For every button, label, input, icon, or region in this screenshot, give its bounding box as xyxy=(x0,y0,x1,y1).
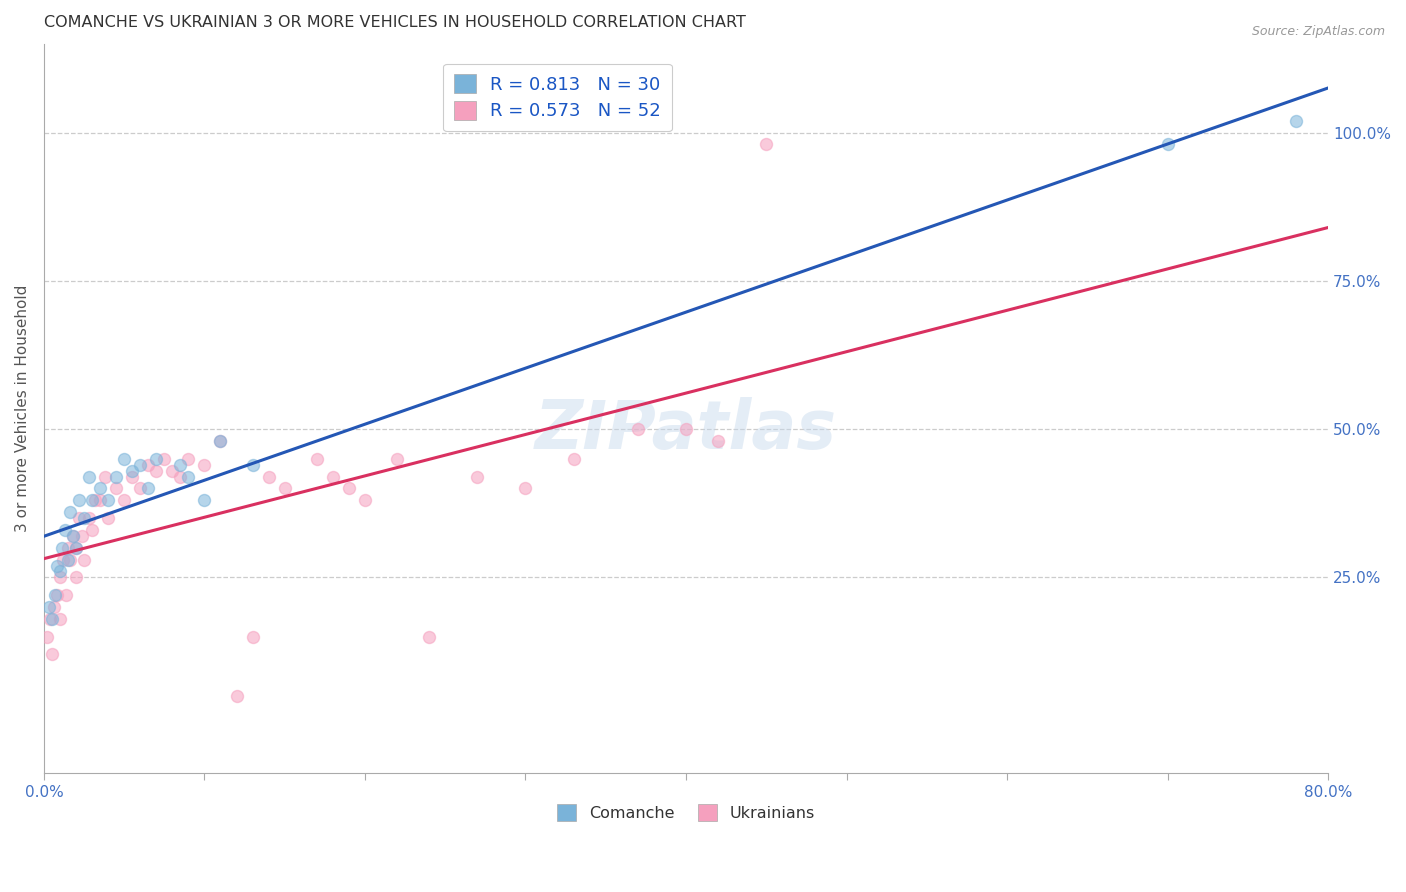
Text: Source: ZipAtlas.com: Source: ZipAtlas.com xyxy=(1251,25,1385,38)
Point xyxy=(97,511,120,525)
Point xyxy=(55,588,77,602)
Point xyxy=(45,588,67,602)
Point xyxy=(65,541,87,555)
Point xyxy=(242,630,264,644)
Point xyxy=(105,469,128,483)
Point xyxy=(354,493,377,508)
Point xyxy=(62,529,84,543)
Point xyxy=(305,451,328,466)
Point xyxy=(1156,137,1178,152)
Point xyxy=(62,529,84,543)
Point xyxy=(209,434,232,448)
Point xyxy=(755,137,778,152)
Point xyxy=(418,630,440,644)
Point xyxy=(41,648,63,662)
Point xyxy=(84,493,107,508)
Point xyxy=(145,464,167,478)
Point xyxy=(627,422,650,436)
Point xyxy=(58,505,80,519)
Point xyxy=(337,482,360,496)
Point xyxy=(129,458,152,472)
Point xyxy=(73,511,96,525)
Point xyxy=(169,469,191,483)
Point xyxy=(49,570,72,584)
Point xyxy=(1285,113,1308,128)
Text: COMANCHE VS UKRAINIAN 3 OR MORE VEHICLES IN HOUSEHOLD CORRELATION CHART: COMANCHE VS UKRAINIAN 3 OR MORE VEHICLES… xyxy=(44,15,745,30)
Point xyxy=(385,451,408,466)
Point xyxy=(67,493,90,508)
Point xyxy=(77,511,100,525)
Point xyxy=(97,493,120,508)
Point xyxy=(67,511,90,525)
Point xyxy=(515,482,537,496)
Point xyxy=(193,493,215,508)
Point xyxy=(145,451,167,466)
Point xyxy=(94,469,117,483)
Point xyxy=(193,458,215,472)
Legend: Comanche, Ukrainians: Comanche, Ukrainians xyxy=(550,797,821,827)
Point xyxy=(51,541,73,555)
Point xyxy=(177,469,200,483)
Point xyxy=(112,493,135,508)
Point xyxy=(136,482,159,496)
Text: ZIPatlas: ZIPatlas xyxy=(536,397,837,463)
Point xyxy=(169,458,191,472)
Point xyxy=(707,434,730,448)
Point xyxy=(53,523,76,537)
Point xyxy=(49,612,72,626)
Point xyxy=(35,630,58,644)
Point xyxy=(129,482,152,496)
Point xyxy=(242,458,264,472)
Point xyxy=(153,451,176,466)
Point xyxy=(225,689,247,703)
Point xyxy=(41,612,63,626)
Point xyxy=(80,523,103,537)
Point xyxy=(177,451,200,466)
Point xyxy=(38,600,60,615)
Point xyxy=(72,529,94,543)
Point xyxy=(136,458,159,472)
Point xyxy=(73,552,96,566)
Point xyxy=(39,612,62,626)
Point xyxy=(56,552,79,566)
Point xyxy=(49,565,72,579)
Point xyxy=(45,558,67,573)
Point xyxy=(322,469,344,483)
Point xyxy=(65,570,87,584)
Point xyxy=(56,541,79,555)
Point xyxy=(121,469,143,483)
Point xyxy=(465,469,488,483)
Point xyxy=(209,434,232,448)
Point xyxy=(80,493,103,508)
Point xyxy=(562,451,585,466)
Point xyxy=(257,469,280,483)
Point xyxy=(65,541,87,555)
Point xyxy=(58,552,80,566)
Point xyxy=(89,482,111,496)
Point xyxy=(112,451,135,466)
Point xyxy=(273,482,295,496)
Point xyxy=(52,552,75,566)
Y-axis label: 3 or more Vehicles in Household: 3 or more Vehicles in Household xyxy=(15,285,30,532)
Point xyxy=(89,493,111,508)
Point xyxy=(162,464,184,478)
Point xyxy=(44,588,66,602)
Point xyxy=(105,482,128,496)
Point xyxy=(675,422,697,436)
Point xyxy=(42,600,65,615)
Point xyxy=(121,464,143,478)
Point xyxy=(77,469,100,483)
